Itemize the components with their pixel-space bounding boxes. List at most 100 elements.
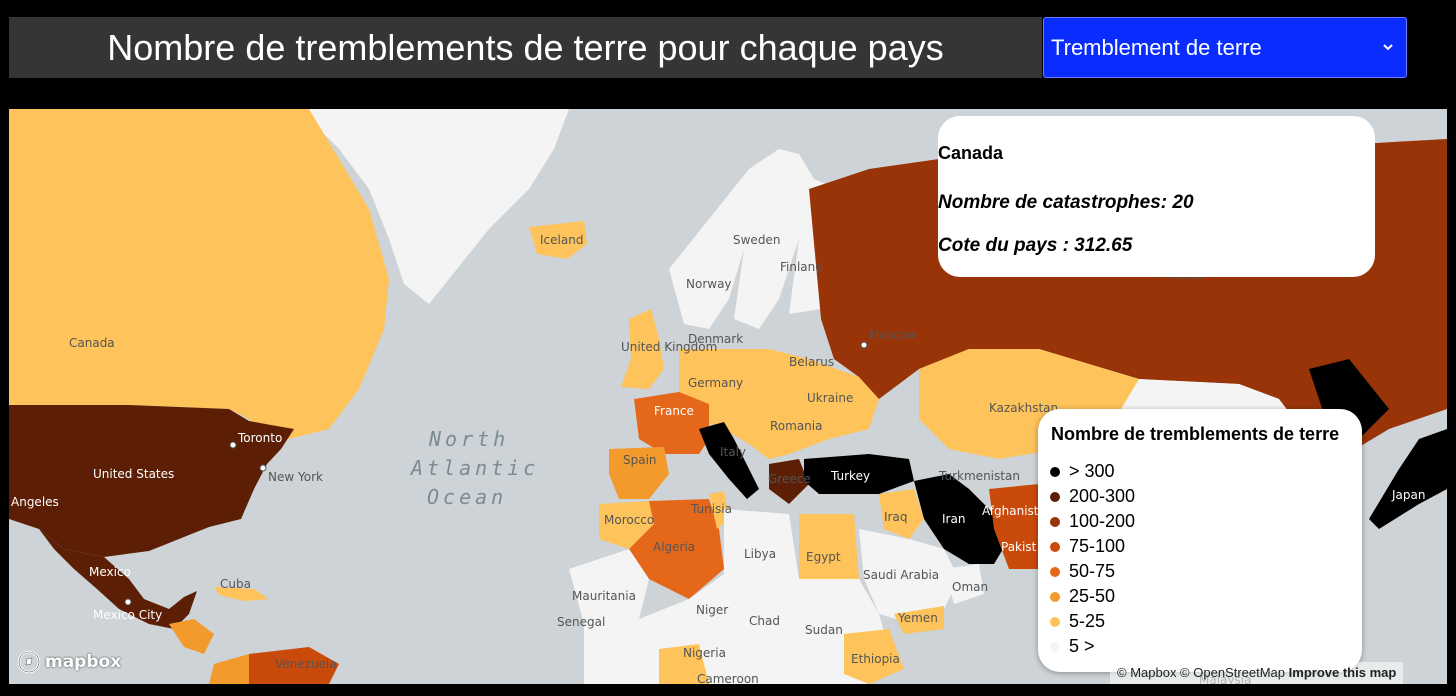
label-united-kingdom: United Kingdom: [621, 340, 717, 354]
country-sweden: [734, 154, 814, 329]
label-mauritania: Mauritania: [572, 589, 636, 603]
label-iran: Iran: [942, 512, 965, 526]
page-title: Nombre de tremblements de terre pour cha…: [107, 27, 944, 68]
label-iceland: Iceland: [540, 233, 583, 247]
label-finland: Finland: [780, 260, 823, 274]
popup-country-score: Cote du pays : 312.65: [938, 235, 1133, 256]
label-libya: Libya: [744, 547, 776, 561]
legend-item: 5-25: [1050, 609, 1105, 634]
country-italy: [699, 422, 759, 499]
label-japan: Japan: [1391, 488, 1425, 502]
country-turkey: [804, 454, 914, 494]
country-libya: [724, 509, 799, 579]
label-senegal: Senegal: [557, 615, 605, 629]
label-france: France: [654, 404, 694, 418]
country-united-kingdom: [621, 309, 664, 389]
label-nigeria: Nigeria: [683, 646, 726, 660]
legend-label: 5-25: [1069, 611, 1106, 631]
ocean-label-2: Atlantic: [409, 456, 539, 480]
legend-item: 5 >: [1050, 634, 1095, 659]
mapbox-logo[interactable]: mapbox: [17, 650, 121, 674]
legend-swatch: [1050, 616, 1060, 627]
label-egypt: Egypt: [806, 550, 841, 564]
toronto-marker: [229, 441, 237, 449]
country-saudi-arabia: [859, 529, 959, 624]
country-iran: [914, 474, 1009, 564]
label-united-states: United States: [93, 467, 174, 481]
legend-item: > 300: [1050, 459, 1115, 484]
improve-map-link[interactable]: Improve this map: [1288, 665, 1397, 680]
country-greece: [769, 459, 809, 504]
legend-label: 100-200: [1069, 511, 1136, 531]
label-toronto: Toronto: [237, 431, 282, 445]
country-venezuela: [249, 647, 339, 684]
country-mongolia-east: [1309, 359, 1389, 459]
legend-item: 100-200: [1050, 509, 1135, 534]
label-oman: Oman: [952, 580, 988, 594]
legend-label: 75-100: [1069, 536, 1126, 556]
label-cameroon: Cameroon: [697, 672, 759, 684]
country-info-popup: Canada Nombre de catastrophes: 20 Cote d…: [938, 116, 1375, 277]
country-norway: [669, 149, 799, 329]
label-saudi-arabia: Saudi Arabia: [863, 568, 939, 582]
country-ethiopia: [844, 629, 904, 684]
greenland: [299, 109, 569, 304]
legend-item: 75-100: [1050, 534, 1125, 559]
country-spain: [609, 447, 669, 499]
popup-disaster-count: Nombre de catastrophes: 20: [938, 192, 1194, 213]
label-venezuela: Venezuela: [275, 657, 337, 671]
label-sudan: Sudan: [805, 623, 843, 637]
country-algeria: [629, 499, 724, 599]
mexico-city-marker: [124, 598, 132, 606]
title-bar: Nombre de tremblements de terre pour cha…: [9, 17, 1042, 78]
legend-swatch: [1050, 566, 1060, 577]
label-mexico-city: Mexico City: [93, 608, 162, 622]
legend-label: 50-75: [1069, 561, 1116, 581]
legend-label: 5 >: [1069, 636, 1095, 656]
label-kazakhstan: Kazakhstan: [989, 401, 1058, 415]
label-germany: Germany: [688, 376, 743, 390]
label-romania: Romania: [770, 419, 822, 433]
label-chad: Chad: [749, 614, 780, 628]
legend-label: 25-50: [1069, 586, 1116, 606]
country-japan: [1369, 429, 1447, 529]
label-sweden: Sweden: [733, 233, 780, 247]
label-afghanistan: Afghanistan: [982, 504, 1053, 518]
popup-country-name: Canada: [938, 143, 1004, 163]
label-italy: Italy: [720, 445, 746, 459]
country-central-america: [169, 619, 214, 654]
country-iceland: [529, 221, 587, 259]
country-france: [634, 392, 709, 454]
country-egypt: [799, 514, 859, 579]
legend-swatch: [1050, 641, 1060, 652]
label-morocco: Morocco: [604, 513, 654, 527]
label-ukraine: Ukraine: [807, 391, 853, 405]
legend-swatch: [1050, 591, 1060, 602]
label-niger: Niger: [696, 603, 728, 617]
country-colombia: [209, 654, 249, 684]
mapbox-logo-icon: [17, 650, 41, 674]
country-yemen: [894, 606, 944, 634]
legend-item: 200-300: [1050, 484, 1135, 509]
label-mexico: Mexico: [89, 565, 131, 579]
country-mexico: [39, 529, 197, 629]
disaster-type-select[interactable]: Tremblement de terre: [1043, 17, 1407, 78]
attribution-text[interactable]: © Mapbox © OpenStreetMap: [1117, 665, 1286, 680]
label-turkey: Turkey: [830, 469, 870, 483]
moscow-marker: [860, 341, 868, 349]
label-angeles: Angeles: [11, 495, 59, 509]
country-mauritania: [569, 549, 649, 624]
label-spain: Spain: [623, 453, 657, 467]
legend-label: 200-300: [1069, 486, 1136, 506]
country-iraq: [879, 489, 924, 539]
legend-swatch: [1050, 491, 1060, 502]
legend-label: > 300: [1069, 461, 1115, 481]
label-cuba: Cuba: [220, 577, 251, 591]
label-ethiopia: Ethiopia: [851, 652, 900, 666]
legend-item: 25-50: [1050, 584, 1115, 609]
label-yemen: Yemen: [897, 611, 938, 625]
label-moscow: Moscow: [869, 328, 917, 342]
chevron-down-icon: [1383, 44, 1393, 51]
select-value: Tremblement de terre: [1051, 35, 1262, 60]
country-morocco: [599, 501, 654, 549]
